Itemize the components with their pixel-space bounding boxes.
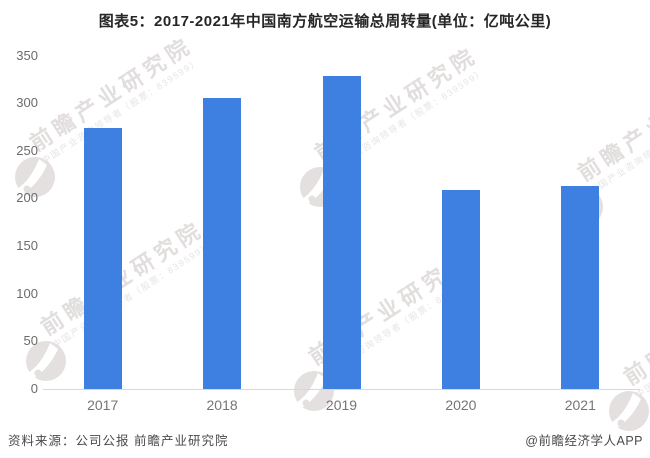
y-tick-label-50: 50 [23, 333, 38, 349]
y-tick-label-200: 200 [16, 190, 38, 206]
bar-2020 [441, 189, 480, 389]
bar-2017 [83, 127, 122, 389]
chart-title: 图表5：2017-2021年中国南方航空运输总周转量(单位：亿吨公里) [98, 13, 552, 30]
bar-2019 [322, 76, 361, 389]
y-tick-label-250: 250 [16, 142, 38, 158]
x-tick-label-2021: 2021 [564, 397, 596, 413]
y-tick-label-0: 0 [30, 381, 38, 396]
bar-2018 [203, 98, 242, 389]
y-tick-label-350: 350 [16, 47, 38, 63]
x-axis-line [43, 389, 640, 390]
source-note: 资料来源：公司公报 前瞻产业研究院 [8, 434, 229, 448]
app-credit: @前瞻经济学人APP [525, 434, 643, 448]
y-tick-label-100: 100 [16, 285, 38, 301]
y-tick-label-300: 300 [16, 95, 38, 111]
x-tick-label-2017: 2017 [87, 397, 119, 413]
x-tick-label-2019: 2019 [325, 397, 358, 413]
x-tick-label-2020: 2020 [445, 397, 477, 413]
y-tick-label-150: 150 [16, 238, 38, 254]
x-tick-label-2018: 2018 [206, 397, 238, 413]
bar-2021 [561, 186, 600, 389]
